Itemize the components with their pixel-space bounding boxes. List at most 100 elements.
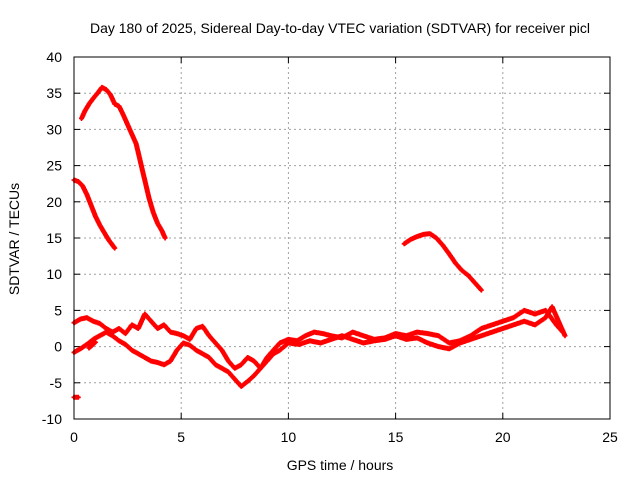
data-point — [286, 337, 290, 341]
y-tick-label: 20 — [46, 194, 62, 210]
data-point — [130, 323, 134, 327]
data-point — [308, 339, 312, 343]
data-point — [168, 359, 173, 363]
y-tick-label: 35 — [46, 85, 62, 101]
y-axis-label: SDTVAR / TECUs — [6, 183, 22, 295]
data-point — [415, 336, 419, 340]
data-point — [340, 334, 344, 338]
data-point — [469, 337, 473, 341]
data-point — [226, 370, 230, 374]
data-point — [149, 359, 153, 363]
x-tick-label: 10 — [281, 429, 297, 445]
data-point — [501, 326, 505, 331]
data-point — [220, 366, 224, 370]
data-point — [556, 319, 561, 323]
data-point — [110, 334, 115, 338]
data-point — [550, 305, 554, 309]
x-tick-label: 0 — [70, 429, 78, 445]
data-point — [239, 384, 243, 389]
data-point — [143, 178, 147, 182]
data-point — [113, 246, 117, 250]
data-point — [117, 104, 121, 108]
data-point — [110, 243, 115, 247]
data-point — [91, 319, 95, 323]
data-point — [87, 102, 91, 106]
data-point — [76, 179, 80, 184]
y-tick-label: 5 — [54, 302, 62, 318]
data-point — [79, 116, 84, 121]
y-tick-label: -10 — [42, 411, 62, 427]
data-point — [544, 316, 548, 320]
data-point — [149, 319, 153, 323]
data-point — [246, 379, 250, 383]
data-point — [271, 352, 275, 356]
x-tick-label: 20 — [495, 429, 511, 445]
data-point — [351, 337, 355, 341]
data-point — [78, 317, 83, 321]
data-point — [91, 96, 95, 100]
data-point — [426, 331, 430, 336]
data-point — [104, 87, 108, 92]
data-point — [436, 334, 441, 338]
data-point — [511, 316, 516, 320]
y-tick-label: 15 — [46, 230, 62, 246]
data-point — [278, 348, 282, 352]
data-point — [265, 359, 269, 363]
data-point — [479, 326, 483, 331]
data-point — [104, 326, 108, 331]
data-point — [394, 334, 398, 338]
data-point — [490, 323, 494, 327]
x-tick-label: 5 — [177, 429, 185, 445]
data-point — [102, 230, 106, 234]
series-track-6 — [86, 339, 98, 351]
data-point — [246, 355, 250, 360]
data-point — [201, 324, 205, 328]
data-point — [278, 341, 282, 345]
chart-title: Day 180 of 2025, Sidereal Day-to-day VTE… — [90, 20, 590, 36]
data-point — [233, 366, 237, 370]
data-point — [434, 236, 438, 240]
data-point — [421, 232, 426, 236]
data-point — [128, 127, 132, 131]
data-point — [361, 334, 366, 338]
data-point — [80, 184, 85, 188]
data-point — [143, 355, 147, 360]
data-point — [329, 337, 333, 341]
data-point — [239, 363, 243, 367]
data-point — [175, 348, 179, 352]
data-point — [303, 334, 308, 338]
data-point — [98, 223, 102, 227]
data-point — [156, 221, 160, 226]
data-point — [415, 330, 419, 334]
data-point — [151, 211, 155, 215]
data-point — [479, 334, 483, 338]
data-point — [286, 341, 290, 345]
data-point — [188, 337, 192, 341]
data-point — [490, 330, 494, 334]
x-axis-label: GPS time / hours — [287, 457, 394, 473]
data-point — [415, 234, 419, 239]
y-tick-label: 0 — [54, 339, 62, 355]
x-tick-label: 25 — [602, 429, 618, 445]
y-tick-label: 10 — [46, 266, 62, 282]
data-point — [441, 243, 445, 247]
data-point — [447, 347, 451, 351]
data-point — [321, 331, 325, 336]
data-point — [563, 334, 567, 338]
data-point — [318, 341, 323, 345]
data-point — [207, 334, 211, 338]
data-point — [194, 326, 198, 331]
data-point — [436, 345, 441, 349]
y-tick-label: 30 — [46, 121, 62, 137]
data-point — [134, 142, 138, 146]
data-point — [447, 341, 451, 345]
data-point — [138, 160, 143, 164]
data-point — [226, 359, 230, 363]
data-point — [351, 330, 355, 334]
data-point — [136, 326, 140, 331]
data-point — [160, 229, 164, 233]
data-point — [168, 330, 173, 334]
data-point — [458, 341, 462, 345]
